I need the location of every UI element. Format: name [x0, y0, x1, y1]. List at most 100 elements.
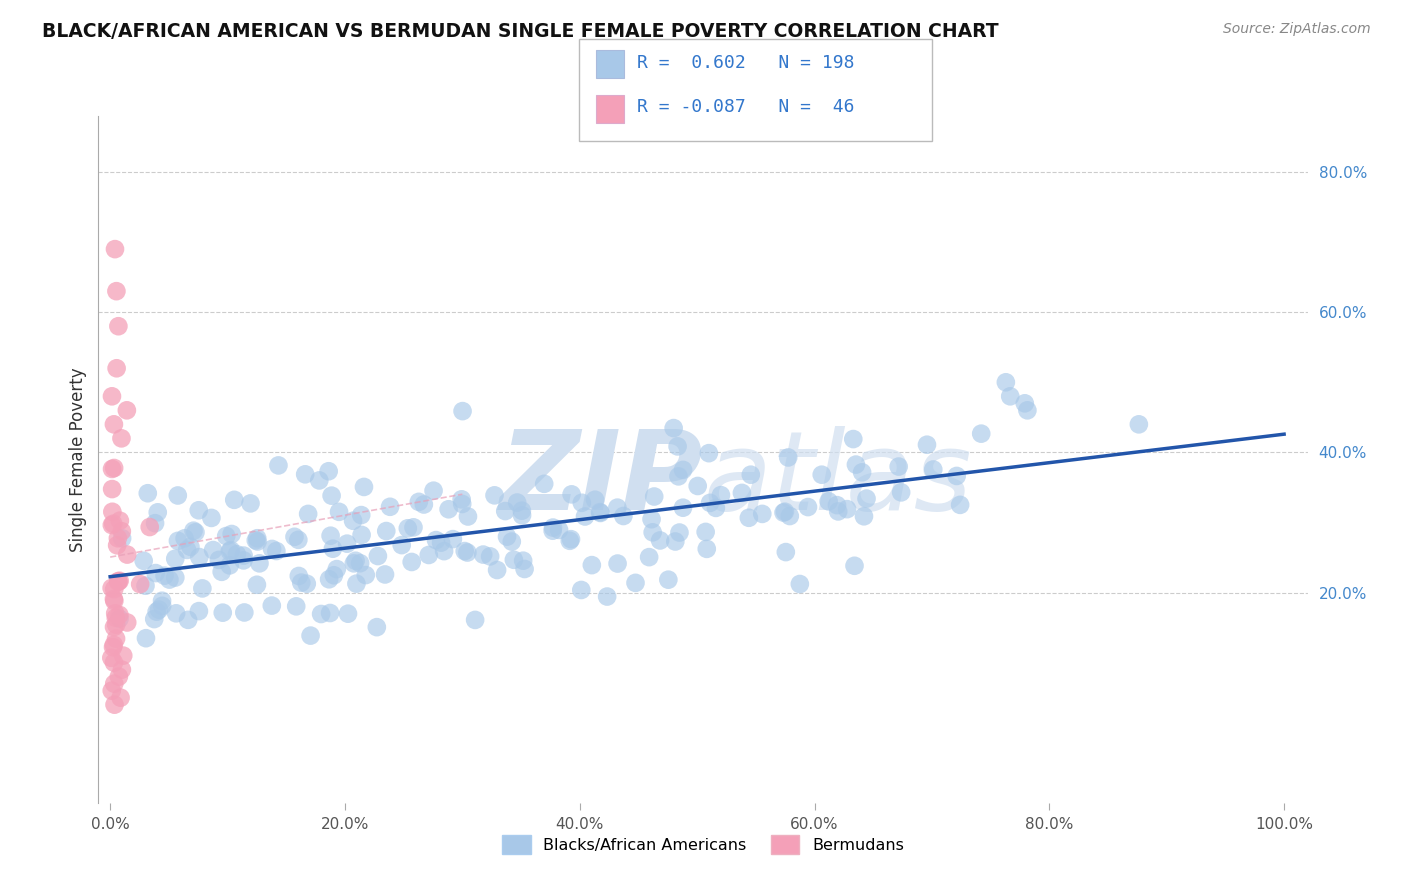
- Bermudans: [108, 670, 131, 684]
- Blacks/African Americans: [221, 527, 243, 541]
- Blacks/African Americans: [422, 483, 444, 498]
- Bermudans: [100, 683, 122, 698]
- Bermudans: [105, 361, 128, 376]
- Blacks/African Americans: [146, 505, 169, 519]
- Blacks/African Americans: [344, 554, 367, 568]
- Blacks/African Americans: [740, 467, 762, 482]
- Bermudans: [103, 592, 125, 607]
- Bermudans: [115, 403, 138, 417]
- Blacks/African Americans: [451, 497, 474, 511]
- Blacks/African Americans: [624, 575, 647, 590]
- Text: BLACK/AFRICAN AMERICAN VS BERMUDAN SINGLE FEMALE POVERTY CORRELATION CHART: BLACK/AFRICAN AMERICAN VS BERMUDAN SINGL…: [42, 22, 998, 41]
- Blacks/African Americans: [589, 506, 612, 520]
- Blacks/African Americans: [150, 599, 173, 613]
- Blacks/African Americans: [249, 557, 271, 571]
- Blacks/African Americans: [643, 490, 665, 504]
- Blacks/African Americans: [731, 486, 754, 500]
- Blacks/African Americans: [145, 566, 167, 580]
- Blacks/African Americans: [354, 568, 377, 582]
- Blacks/African Americans: [336, 536, 359, 550]
- Blacks/African Americans: [246, 534, 269, 549]
- Blacks/African Americans: [994, 376, 1017, 390]
- Blacks/African Americans: [541, 524, 564, 538]
- Blacks/African Americans: [267, 458, 290, 473]
- Blacks/African Americans: [232, 553, 254, 567]
- Blacks/African Americans: [827, 504, 849, 518]
- Blacks/African Americans: [606, 500, 628, 515]
- Blacks/African Americans: [641, 525, 664, 540]
- Blacks/African Americans: [297, 507, 319, 521]
- Blacks/African Americans: [589, 505, 612, 519]
- Blacks/African Americans: [454, 544, 477, 558]
- Blacks/African Americans: [1128, 417, 1150, 432]
- Blacks/African Americans: [456, 545, 478, 559]
- Blacks/African Americans: [496, 530, 519, 544]
- Blacks/African Americans: [321, 489, 343, 503]
- Blacks/African Americans: [375, 524, 398, 538]
- Bermudans: [138, 520, 160, 534]
- Blacks/African Americans: [797, 500, 820, 514]
- Blacks/African Americans: [177, 613, 200, 627]
- Blacks/African Americans: [191, 582, 214, 596]
- Blacks/African Americans: [224, 492, 246, 507]
- Blacks/African Americans: [350, 528, 373, 542]
- Blacks/African Americans: [246, 531, 269, 545]
- Blacks/African Americans: [778, 450, 800, 465]
- Bermudans: [104, 242, 127, 256]
- Blacks/African Americans: [945, 469, 967, 483]
- Bermudans: [107, 531, 129, 545]
- Blacks/African Americans: [326, 562, 349, 576]
- Blacks/African Americans: [219, 543, 242, 558]
- Bermudans: [101, 518, 124, 533]
- Blacks/African Americans: [402, 520, 425, 534]
- Bermudans: [107, 574, 129, 589]
- Blacks/African Americans: [337, 607, 360, 621]
- Blacks/African Americans: [666, 439, 689, 453]
- Blacks/African Americans: [287, 533, 309, 547]
- Blacks/African Americans: [165, 551, 187, 566]
- Blacks/African Americans: [308, 474, 330, 488]
- Blacks/African Americans: [233, 606, 256, 620]
- Blacks/African Americans: [343, 557, 366, 571]
- Blacks/African Americans: [695, 524, 717, 539]
- Blacks/African Americans: [218, 558, 240, 573]
- Bermudans: [103, 676, 125, 690]
- Blacks/African Americans: [668, 525, 690, 540]
- Blacks/African Americans: [136, 486, 159, 500]
- Blacks/African Americans: [1000, 389, 1022, 403]
- Bermudans: [105, 538, 128, 552]
- Bermudans: [101, 640, 124, 655]
- Blacks/African Americans: [211, 565, 233, 579]
- Blacks/African Americans: [561, 487, 583, 501]
- Blacks/African Americans: [506, 495, 529, 509]
- Blacks/African Americans: [502, 553, 524, 567]
- Blacks/African Americans: [479, 549, 502, 564]
- Blacks/African Americans: [433, 544, 456, 558]
- Bermudans: [115, 548, 138, 562]
- Blacks/African Americans: [441, 532, 464, 546]
- Blacks/African Americans: [401, 555, 423, 569]
- Blacks/African Americans: [851, 466, 873, 480]
- Blacks/African Americans: [817, 494, 839, 508]
- Blacks/African Americans: [150, 593, 173, 607]
- Blacks/African Americans: [775, 545, 797, 559]
- Blacks/African Americans: [143, 612, 166, 626]
- Blacks/African Americans: [825, 498, 848, 512]
- Blacks/African Americans: [704, 500, 727, 515]
- Blacks/African Americans: [486, 563, 509, 577]
- Blacks/African Americans: [319, 529, 342, 543]
- Blacks/African Americans: [450, 492, 472, 507]
- Blacks/African Americans: [367, 549, 389, 563]
- Bermudans: [100, 581, 122, 595]
- Blacks/African Americans: [510, 504, 533, 518]
- Bermudans: [105, 617, 128, 632]
- Blacks/African Americans: [232, 549, 254, 563]
- Blacks/African Americans: [166, 488, 188, 502]
- Blacks/African Americans: [183, 524, 205, 538]
- Bermudans: [110, 431, 132, 445]
- Blacks/African Americans: [165, 570, 187, 584]
- Blacks/African Americans: [135, 631, 157, 645]
- Blacks/African Americans: [396, 521, 419, 535]
- Blacks/African Americans: [664, 534, 686, 549]
- Blacks/African Americans: [696, 541, 718, 556]
